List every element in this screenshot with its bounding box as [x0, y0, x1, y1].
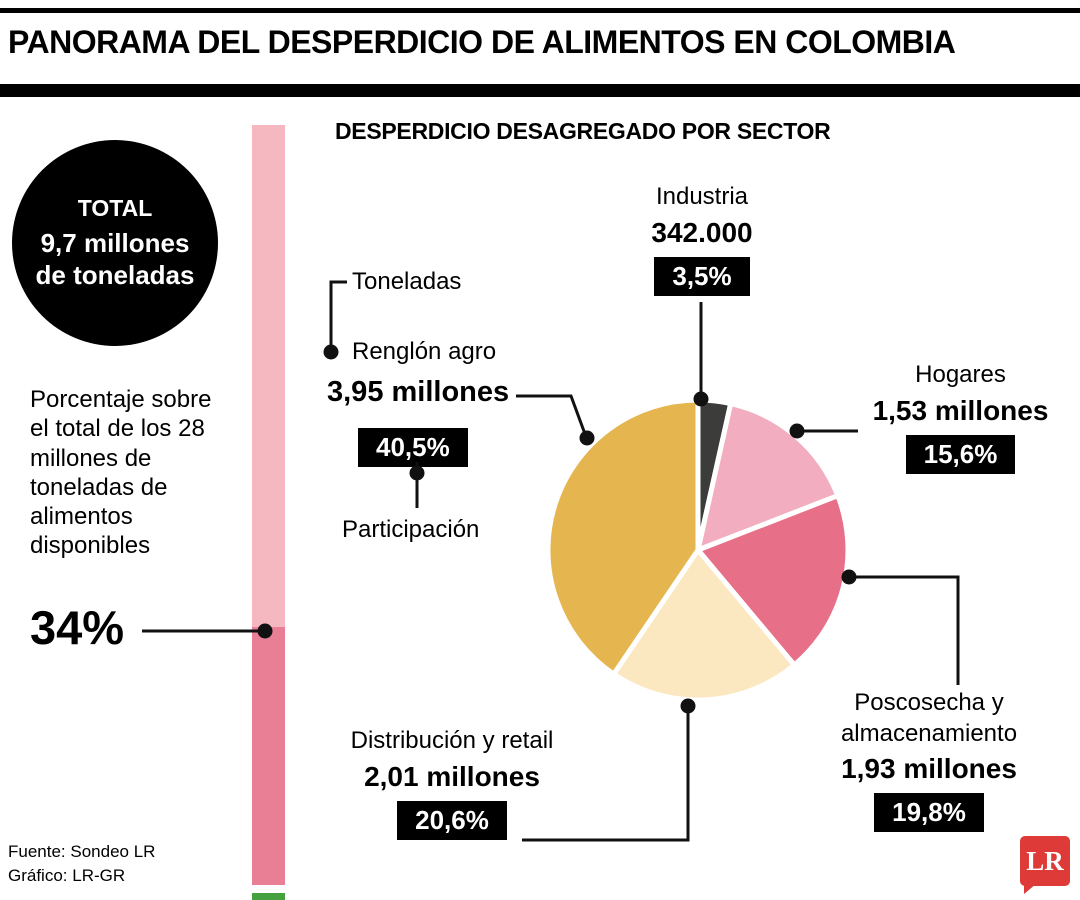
- sector-block-poscosecha: Poscosecha y almacenamiento 1,93 millone…: [820, 688, 1038, 833]
- total-badge: TOTAL 9,7 millones de toneladas: [12, 140, 218, 346]
- sector-label-poscosecha: Poscosecha y almacenamiento: [840, 689, 1018, 747]
- source-credit: Fuente: Sondeo LR: [8, 842, 156, 861]
- total-badge-value: 9,7 millones: [40, 228, 190, 259]
- share-percentage: 34%: [30, 601, 125, 654]
- total-badge-unit: de toneladas: [35, 259, 195, 290]
- dot-participacion: [409, 465, 425, 481]
- leader-toneladas: [329, 280, 347, 348]
- sector-tons-poscosecha: 1,93 millones: [841, 753, 1017, 785]
- sector-share-hogares: 15,6%: [905, 434, 1016, 474]
- availability-bar-waste: [252, 626, 285, 885]
- sector-share-agro: 40,5%: [358, 428, 468, 467]
- sector-label-hogares: Hogares: [915, 361, 1006, 388]
- pie-slice-3: [611, 547, 797, 703]
- share-note: Porcentaje sobre el total de los 28 mill…: [30, 386, 212, 560]
- pie-chart: [545, 397, 851, 703]
- pie-slice-4: [545, 397, 701, 677]
- sector-share-distribucion: 20,6%: [397, 800, 507, 840]
- sector-tons-hogares: 1,53 millones: [872, 394, 1049, 426]
- availability-bar-cutoff-segment: [252, 893, 285, 900]
- graphic-credit: Gráfico: LR-GR: [8, 866, 126, 885]
- title-underline-bar: [0, 84, 1080, 97]
- sector-tons-agro: 3,95 millones: [327, 376, 510, 408]
- sector-block-hogares: Hogares 1,53 millones 15,6%: [858, 360, 1063, 474]
- availability-bar-top: [252, 125, 285, 627]
- sector-label-agro: Renglón agro: [352, 338, 497, 365]
- sector-tons-distribucion: 2,01 millones: [364, 760, 540, 792]
- leader-poscosecha: [849, 575, 960, 685]
- sector-label-industria: Industria: [655, 183, 749, 210]
- sector-label-distribucion: Distribución y retail: [350, 727, 554, 754]
- dot-toneladas: [323, 344, 339, 360]
- availability-bar: [252, 125, 285, 885]
- lr-logo: LR: [1020, 836, 1070, 894]
- sector-block-distribucion: Distribución y retail 2,01 millones 20,6…: [343, 726, 561, 840]
- sector-tons-industria: 342.000: [651, 216, 753, 248]
- share-hint-label: Participación: [342, 516, 480, 543]
- sector-share-industria: 3,5%: [654, 256, 750, 296]
- total-badge-label: TOTAL: [77, 195, 153, 222]
- sector-share-poscosecha: 19,8%: [874, 793, 984, 833]
- tons-hint-label: Toneladas: [352, 268, 462, 295]
- top-rule: [0, 8, 1080, 13]
- chart-title: DESPERDICIO DESAGREGADO POR SECTOR: [335, 118, 831, 144]
- page-title: PANORAMA DEL DESPERDICIO DE ALIMENTOS EN…: [8, 24, 956, 60]
- pie-slice-2: [695, 493, 851, 668]
- sector-block-industria: Industria 342.000 3,5%: [627, 182, 777, 296]
